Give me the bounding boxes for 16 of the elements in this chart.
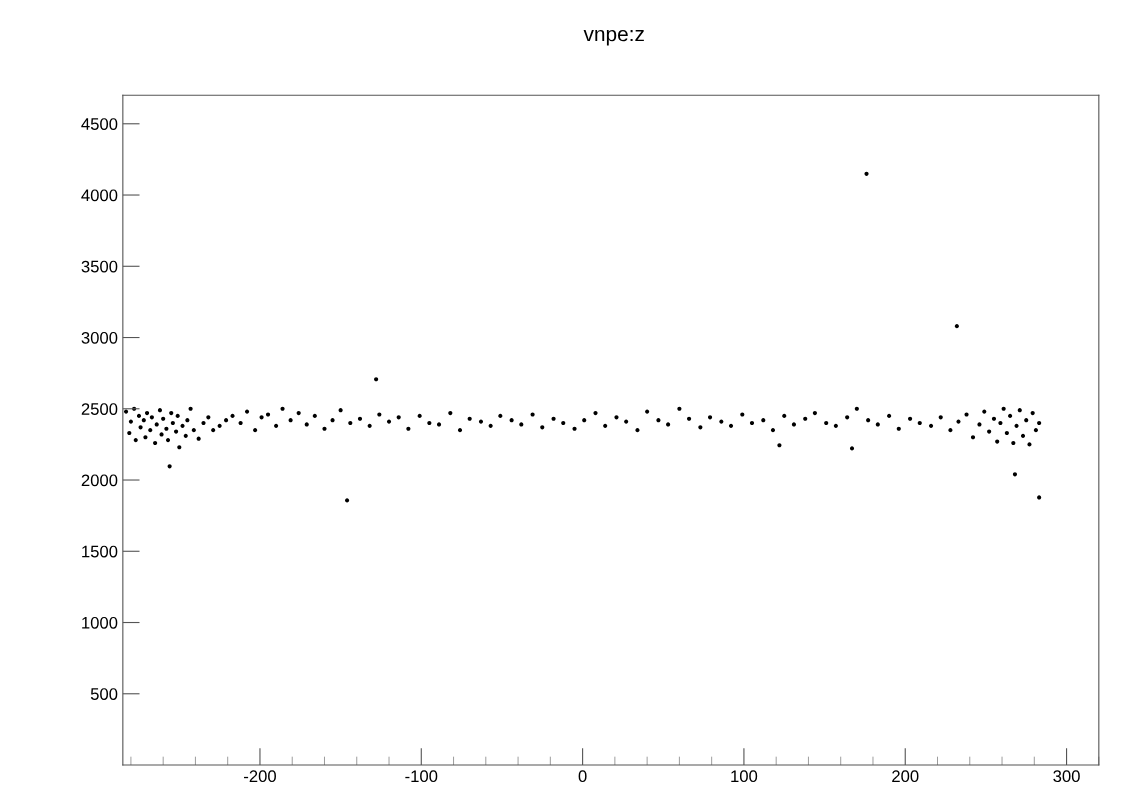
x-tick-label: 100 <box>731 770 758 783</box>
x-tick-label: 0 <box>578 770 587 783</box>
x-tick-label: -200 <box>244 770 276 783</box>
y-tick-label: 3000 <box>81 331 118 344</box>
x-tick-label: 200 <box>892 770 919 783</box>
y-tick-label: 500 <box>90 688 118 700</box>
y-tick-label: 4000 <box>81 189 118 202</box>
x-tick-label: -100 <box>405 770 438 783</box>
y-tick-label: 4500 <box>81 118 118 130</box>
y-tick-label: 3500 <box>81 260 118 273</box>
y-tick-label: 2500 <box>81 403 118 415</box>
y-tick-label: 1500 <box>82 545 118 558</box>
x-tick-label: 300 <box>1053 770 1080 783</box>
y-tick-label: 2000 <box>81 474 118 487</box>
chart-title: vnpe:z <box>583 29 644 46</box>
y-tick-label: 1000 <box>82 616 118 629</box>
